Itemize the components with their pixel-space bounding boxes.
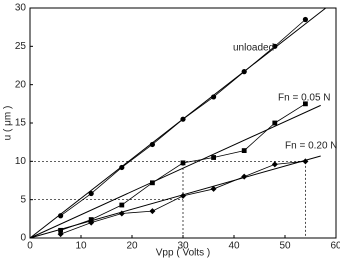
- y-tick-label: 20: [15, 79, 27, 90]
- x-tick-label: 40: [228, 241, 240, 252]
- plot-area: [29, 7, 337, 239]
- series-label: unloaded: [233, 43, 274, 54]
- marker: [241, 173, 248, 180]
- marker: [149, 141, 155, 148]
- y-tick-label: 0: [20, 233, 26, 244]
- marker: [211, 155, 216, 160]
- marker: [271, 161, 278, 168]
- x-tick-label: 50: [279, 241, 291, 252]
- fit-line: [29, 104, 321, 239]
- marker: [180, 116, 186, 122]
- marker: [58, 213, 64, 219]
- marker: [88, 190, 94, 197]
- marker: [241, 69, 247, 75]
- marker: [119, 164, 125, 171]
- marker: [210, 185, 217, 192]
- marker: [119, 202, 125, 208]
- x-axis-label: Vpp ( Volts ): [156, 248, 210, 259]
- x-tick-label: 20: [126, 241, 138, 252]
- x-tick-label: 10: [75, 241, 87, 252]
- y-axis-label: u ( μm ): [3, 106, 14, 141]
- series-label: Fn = 0.05 N: [278, 93, 331, 104]
- y-tick-label: 30: [15, 3, 27, 14]
- y-tick-label: 15: [15, 118, 27, 129]
- series-label: Fn = 0.20 N: [285, 141, 338, 152]
- marker: [272, 120, 278, 126]
- marker: [58, 227, 63, 233]
- marker: [272, 43, 278, 49]
- marker: [302, 158, 309, 165]
- x-tick-label: 30: [177, 241, 189, 252]
- y-tick-label: 10: [15, 156, 27, 167]
- y-tick-label: 25: [15, 41, 27, 52]
- marker: [303, 101, 308, 107]
- marker: [118, 210, 125, 217]
- marker: [241, 148, 247, 153]
- marker: [88, 219, 95, 226]
- marker: [150, 180, 155, 186]
- y-tick-label: 5: [20, 194, 26, 205]
- marker: [180, 192, 186, 199]
- x-tick-label: 0: [27, 241, 33, 252]
- marker: [149, 208, 156, 215]
- marker: [180, 160, 186, 166]
- marker: [211, 94, 217, 100]
- marker: [302, 16, 308, 23]
- x-tick-label: 60: [330, 241, 340, 252]
- marker: [88, 217, 94, 222]
- marker: [57, 231, 64, 238]
